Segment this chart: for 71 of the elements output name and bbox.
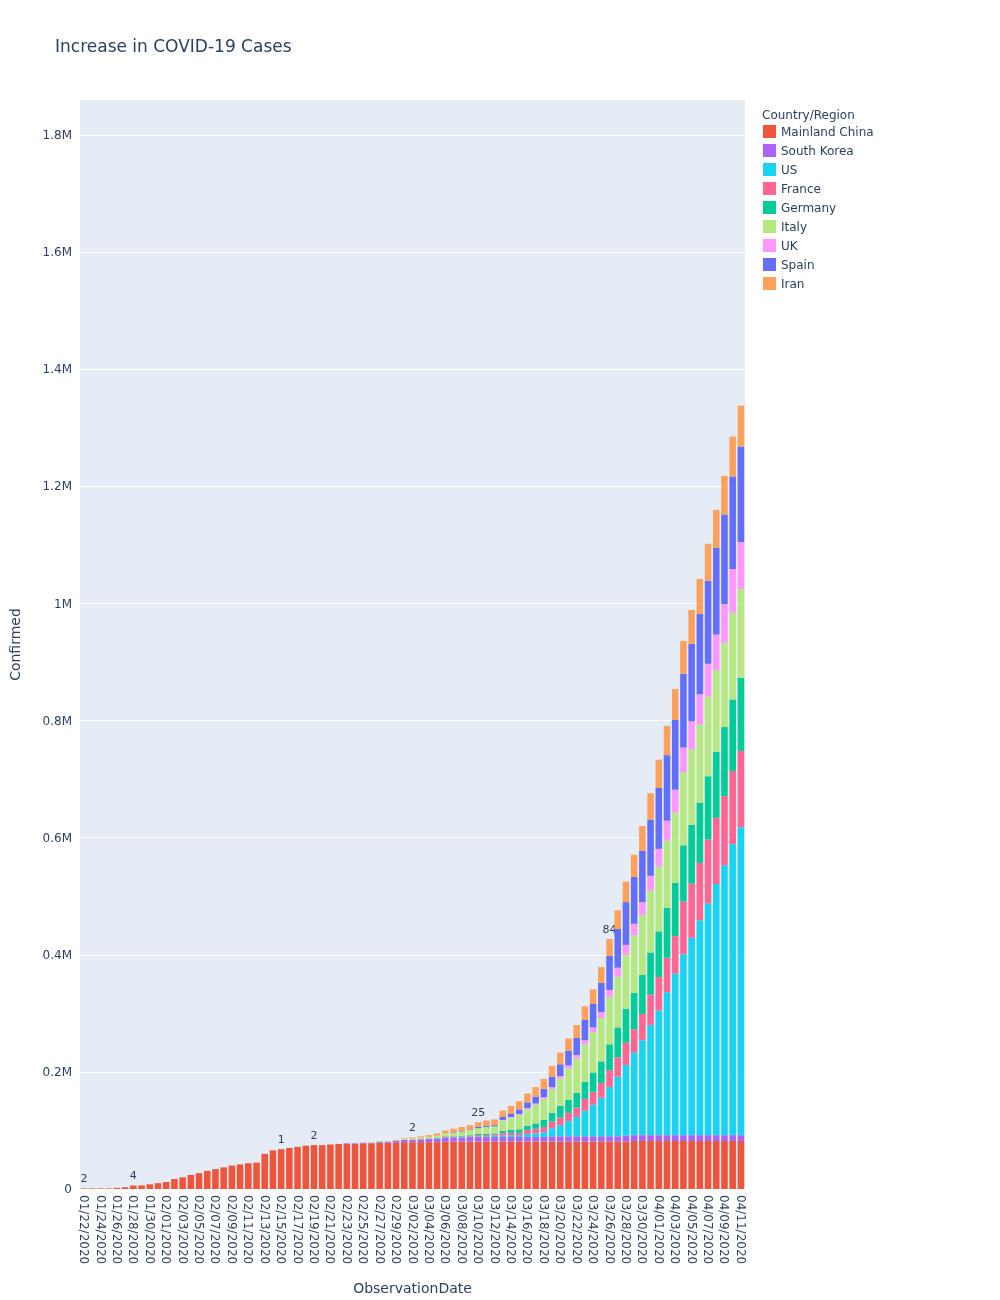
- x-tick-label: 03/18/2020: [536, 1195, 551, 1265]
- legend-label: Germany: [781, 200, 837, 215]
- x-tick-label: 01/28/2020: [126, 1195, 141, 1265]
- y-axis-title: Confirmed: [7, 608, 23, 681]
- y-tick-label: 1.2M: [42, 479, 72, 494]
- annotation: 1: [277, 1133, 285, 1147]
- legend-label: South Korea: [781, 143, 854, 158]
- x-tick-label: 04/11/2020: [733, 1195, 748, 1265]
- chart-title: Increase in COVID-19 Cases: [55, 35, 292, 56]
- y-tick-label: 1.8M: [42, 128, 72, 143]
- x-tick-label: 02/01/2020: [159, 1195, 174, 1265]
- legend-label: Spain: [781, 257, 815, 272]
- x-tick-label: 02/19/2020: [306, 1195, 321, 1265]
- x-tick-label: 02/25/2020: [356, 1195, 371, 1265]
- x-tick-label: 03/16/2020: [520, 1195, 535, 1265]
- x-axis-title: ObservationDate: [353, 1280, 472, 1296]
- x-tick-label: 04/07/2020: [701, 1195, 716, 1265]
- legend-label: Italy: [781, 219, 808, 234]
- x-tick-label: 02/23/2020: [339, 1195, 354, 1265]
- x-tick-label: 03/04/2020: [421, 1195, 436, 1265]
- x-tick-label: 02/11/2020: [241, 1195, 256, 1265]
- x-tick-label: 03/26/2020: [602, 1195, 617, 1265]
- x-tick-label: 02/07/2020: [208, 1195, 223, 1265]
- x-tick-label: 03/20/2020: [553, 1195, 568, 1265]
- x-tick-label: 03/28/2020: [618, 1195, 633, 1265]
- x-tick-label: 02/21/2020: [323, 1195, 338, 1265]
- annotation: 2: [80, 1172, 88, 1186]
- x-tick-label: 03/10/2020: [471, 1195, 486, 1265]
- x-tick-label: 02/09/2020: [224, 1195, 239, 1265]
- x-tick-label: 03/12/2020: [487, 1195, 502, 1265]
- y-tick-label: 1M: [54, 596, 72, 611]
- legend-label: Iran: [781, 276, 805, 291]
- y-tick-label: 0.4M: [42, 947, 72, 962]
- annotation: 25: [471, 1106, 486, 1120]
- x-tick-label: 03/30/2020: [635, 1195, 650, 1265]
- annotation: 2: [409, 1121, 416, 1135]
- y-tick-label: 0.2M: [42, 1064, 72, 1079]
- y-tick-label: 0: [64, 1182, 72, 1196]
- legend-label: France: [781, 181, 821, 196]
- x-tick-label: 01/30/2020: [142, 1195, 157, 1265]
- x-tick-label: 02/17/2020: [290, 1195, 305, 1265]
- legend-label: Mainland China: [781, 124, 874, 139]
- annotation: 2: [310, 1129, 318, 1143]
- x-tick-label: 03/14/2020: [504, 1195, 519, 1265]
- legend-label: US: [781, 162, 798, 177]
- x-tick-label: 01/26/2020: [109, 1195, 124, 1265]
- annotation: 84: [602, 923, 617, 936]
- x-tick-label: 04/09/2020: [717, 1195, 732, 1265]
- x-tick-label: 02/03/2020: [175, 1195, 190, 1265]
- x-tick-label: 03/08/2020: [454, 1195, 469, 1265]
- x-tick-label: 03/24/2020: [586, 1195, 601, 1265]
- legend-label: UK: [781, 238, 799, 253]
- legend-title: Country/Region: [762, 108, 855, 122]
- x-tick-label: 03/02/2020: [405, 1195, 420, 1265]
- y-tick-label: 1.6M: [42, 245, 72, 260]
- x-tick-label: 02/27/2020: [372, 1195, 387, 1265]
- y-tick-label: 1.4M: [42, 362, 72, 377]
- x-tick-label: 02/15/2020: [274, 1195, 289, 1265]
- x-tick-label: 03/06/2020: [438, 1195, 453, 1265]
- x-tick-label: 04/05/2020: [684, 1195, 699, 1265]
- x-tick-label: 03/22/2020: [569, 1195, 584, 1265]
- y-tick-label: 0.8M: [42, 713, 72, 728]
- y-tick-label: 0.6M: [42, 830, 72, 845]
- x-tick-label: 02/29/2020: [389, 1195, 404, 1265]
- x-tick-label: 04/01/2020: [651, 1195, 666, 1265]
- x-tick-label: 02/13/2020: [257, 1195, 272, 1265]
- x-tick-label: 01/22/2020: [77, 1195, 92, 1265]
- x-tick-label: 01/24/2020: [93, 1195, 108, 1265]
- x-tick-label: 02/05/2020: [192, 1195, 207, 1265]
- annotation: 4: [129, 1169, 137, 1183]
- x-tick-label: 04/03/2020: [668, 1195, 683, 1265]
